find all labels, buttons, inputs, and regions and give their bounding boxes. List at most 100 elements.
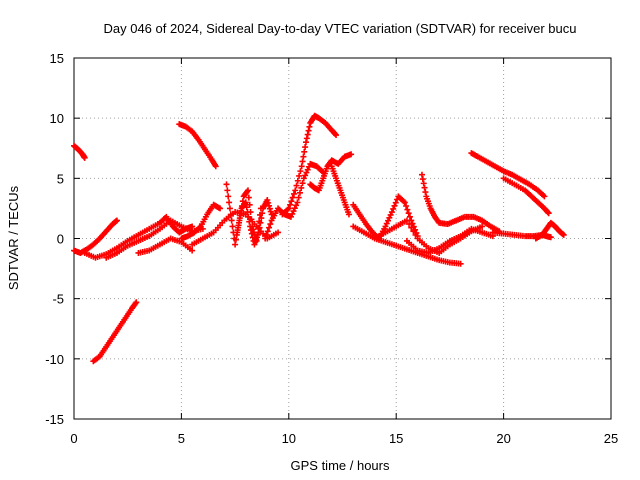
data-point xyxy=(298,163,305,170)
data-point xyxy=(242,199,249,206)
data-point xyxy=(410,228,417,235)
data-point xyxy=(412,231,419,238)
data-point xyxy=(263,231,270,238)
data-point xyxy=(457,260,464,267)
axis-ticks: 0 5 10 15 20 25 -15 -10 -5 0 5 10 15 xyxy=(45,51,618,446)
series-arc-a xyxy=(71,142,88,161)
data-point xyxy=(256,224,263,231)
data-point xyxy=(228,217,235,224)
data-point xyxy=(224,187,231,194)
data-point xyxy=(267,221,274,228)
data-point xyxy=(246,201,253,208)
data-point xyxy=(223,181,230,188)
data-point xyxy=(333,132,340,139)
data-point xyxy=(225,193,232,200)
data-point xyxy=(560,231,567,238)
data-point xyxy=(244,187,251,194)
data-point xyxy=(292,187,299,194)
data-point xyxy=(420,180,427,187)
data-point xyxy=(245,194,252,201)
x-tick-label: 10 xyxy=(282,431,296,446)
data-point xyxy=(419,176,426,183)
data-point xyxy=(405,210,412,217)
data-point xyxy=(235,224,242,231)
data-point xyxy=(264,196,271,203)
series-arc-t xyxy=(418,171,503,235)
data-point xyxy=(248,230,255,237)
data-point xyxy=(348,151,355,158)
data-point xyxy=(244,209,251,216)
y-tick-label: -10 xyxy=(45,352,64,367)
data-point xyxy=(258,215,265,222)
y-tick-label: -15 xyxy=(45,412,64,427)
data-point xyxy=(285,205,292,212)
data-point xyxy=(226,199,233,206)
y-tick-label: 15 xyxy=(50,51,64,66)
x-axis-label: GPS time / hours xyxy=(291,458,390,473)
data-point xyxy=(301,148,308,155)
data-point xyxy=(234,229,241,236)
series-arc-x xyxy=(532,219,567,242)
x-tick-label: 15 xyxy=(389,431,403,446)
data-point xyxy=(401,199,408,206)
series-arc-k xyxy=(234,196,275,248)
data-point xyxy=(545,210,552,217)
data-point xyxy=(541,193,548,200)
grid xyxy=(74,58,611,419)
data-point xyxy=(299,180,306,187)
data-point xyxy=(298,184,305,191)
data-point xyxy=(236,215,243,222)
data-point xyxy=(479,223,486,230)
data-point xyxy=(404,206,411,213)
data-point xyxy=(305,127,312,134)
data-point xyxy=(296,189,303,196)
data-point xyxy=(345,211,352,218)
data-points xyxy=(71,112,567,365)
data-point xyxy=(229,223,236,230)
x-tick-label: 0 xyxy=(70,431,77,446)
data-point xyxy=(421,184,428,191)
data-point xyxy=(302,139,309,146)
series-arc-b xyxy=(71,217,120,256)
data-point xyxy=(257,219,264,226)
data-point xyxy=(287,201,294,208)
data-point xyxy=(303,135,310,142)
data-point xyxy=(332,131,339,138)
data-point xyxy=(418,171,425,178)
series-arc-m xyxy=(279,112,340,218)
series-arc-e xyxy=(103,217,206,261)
data-point xyxy=(391,202,398,209)
series-arc-n xyxy=(307,151,355,194)
data-point xyxy=(113,217,120,224)
data-point xyxy=(243,204,250,211)
data-point xyxy=(296,172,303,179)
data-point xyxy=(544,209,551,216)
data-point xyxy=(288,198,295,205)
series-arc-h xyxy=(178,201,224,242)
data-point xyxy=(275,229,282,236)
y-tick-label: 5 xyxy=(57,171,64,186)
data-point xyxy=(306,123,313,130)
series-arc-j xyxy=(223,181,264,248)
data-point xyxy=(290,190,297,197)
data-point xyxy=(255,229,262,236)
data-point xyxy=(266,202,273,209)
y-tick-label: -5 xyxy=(52,292,64,307)
data-point xyxy=(235,219,242,226)
data-point xyxy=(289,194,296,201)
series-arc-o xyxy=(328,163,352,218)
data-point xyxy=(247,227,254,234)
y-axis-label: SDTVAR / TECUs xyxy=(6,185,21,290)
data-point xyxy=(212,163,219,170)
data-point xyxy=(403,203,410,210)
y-tick-label: 0 xyxy=(57,232,64,247)
data-point xyxy=(547,234,554,241)
data-point xyxy=(403,217,410,224)
series-arc-w xyxy=(500,175,552,217)
data-point xyxy=(304,131,311,138)
chart-title: Day 046 of 2024, Sidereal Day-to-day VTE… xyxy=(103,21,576,36)
data-point xyxy=(299,158,306,165)
data-point xyxy=(390,205,397,212)
data-point xyxy=(246,218,253,225)
